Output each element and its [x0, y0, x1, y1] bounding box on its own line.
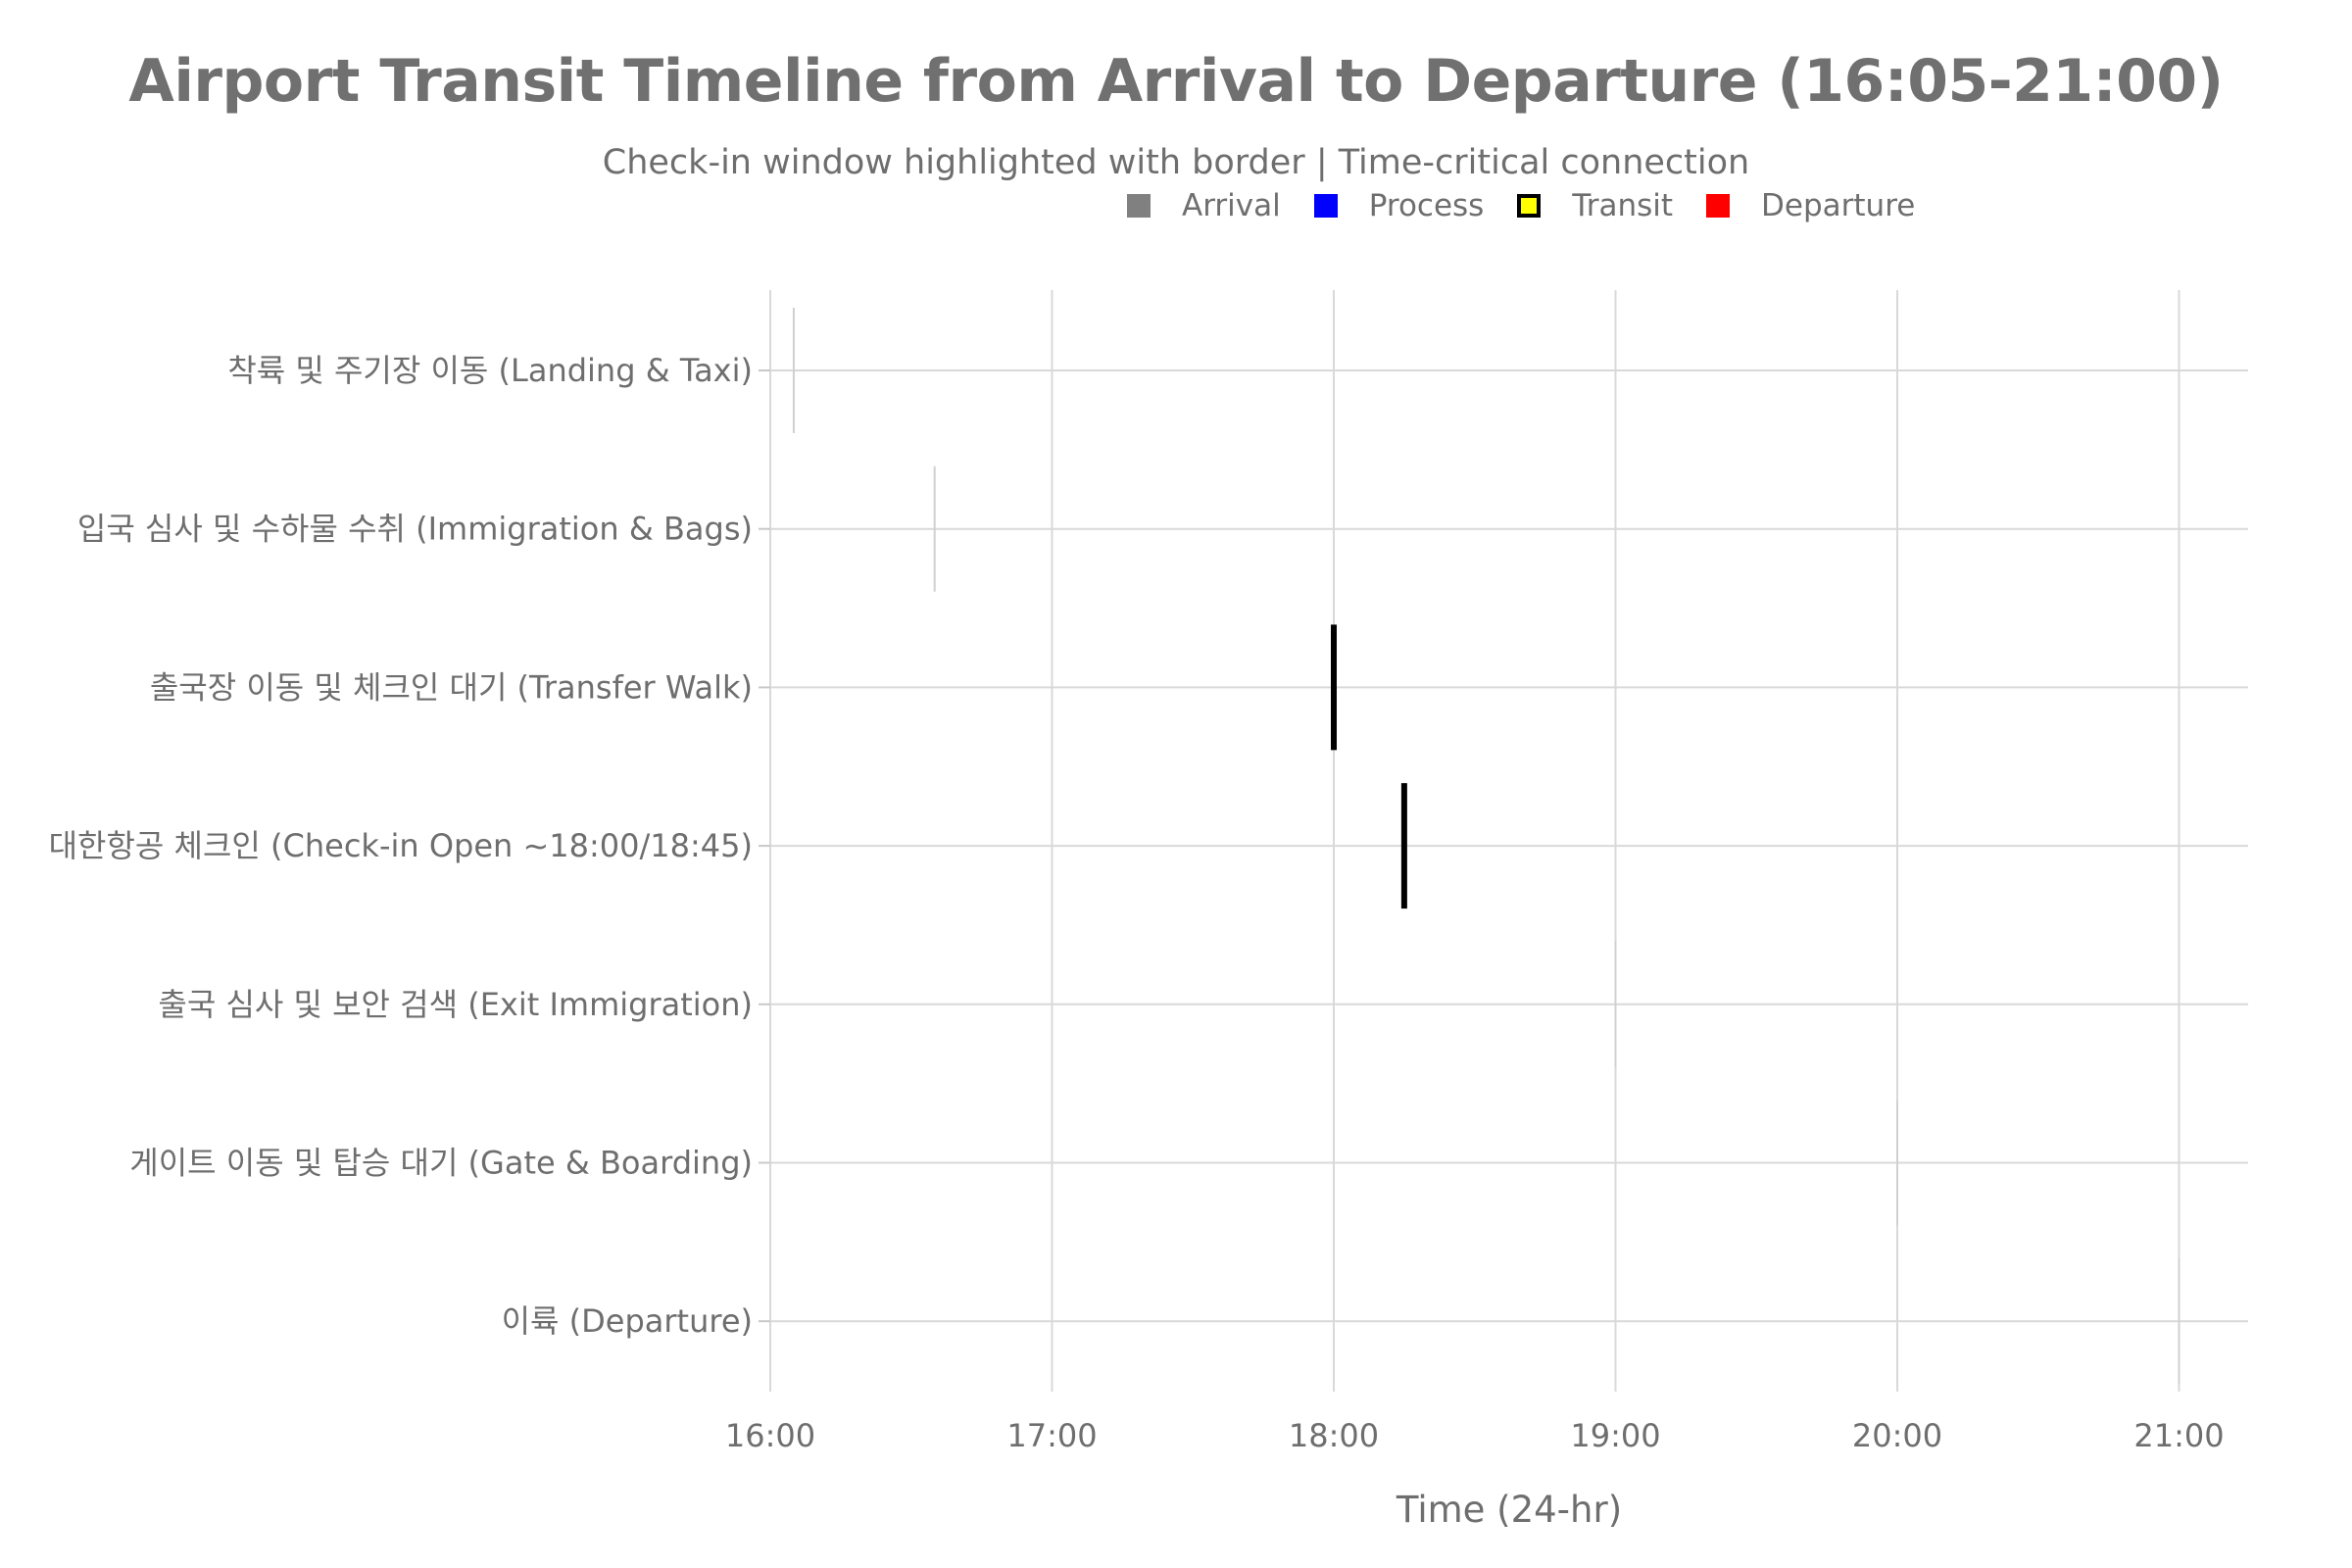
legend-item-process: Process	[1313, 188, 1485, 223]
x-tick-label: 20:00	[1852, 1417, 1942, 1454]
x-tick-label: 17:00	[1006, 1417, 1097, 1454]
task-label: 출국장 이동 및 체크인 대기 (Transfer Walk)	[150, 668, 753, 706]
task-label: 출국 심사 및 보안 검색 (Exit Immigration)	[158, 986, 753, 1023]
chart-title: Airport Transit Timeline from Arrival to…	[128, 47, 2224, 116]
grid-layer	[759, 290, 2248, 1392]
legend-item-departure: Departure	[1706, 188, 1915, 223]
x-tick-label: 18:00	[1289, 1417, 1379, 1454]
task-label-layer: 착륙 및 주기장 이동 (Landing & Taxi) 입국 심사 및 수하물 …	[49, 352, 753, 1340]
legend-item-transit: Transit	[1517, 188, 1673, 223]
chart-subtitle: Check-in window highlighted with border …	[602, 143, 1750, 182]
task-label: 게이트 이동 및 탑승 대기 (Gate & Boarding)	[129, 1145, 753, 1182]
x-tick-label: 21:00	[2133, 1417, 2224, 1454]
legend-item-arrival: Arrival	[1127, 188, 1281, 223]
x-axis-label: Time (24-hr)	[1396, 1489, 1622, 1531]
x-tick-layer: 16:00 17:00 18:00 19:00 20:00 21:00	[725, 1417, 2225, 1454]
x-tick-label: 19:00	[1570, 1417, 1660, 1454]
legend-swatch-departure	[1706, 194, 1731, 218]
legend-swatch-process	[1313, 194, 1338, 218]
task-mark-layer	[792, 308, 2180, 1385]
legend-swatch-transit	[1517, 194, 1542, 218]
x-tick-label: 16:00	[725, 1417, 815, 1454]
legend-label-process: Process	[1368, 188, 1485, 223]
legend-label-arrival: Arrival	[1182, 188, 1281, 223]
task-label: 대한항공 체크인 (Check-in Open ~18:00/18:45)	[49, 827, 753, 864]
task-label: 입국 심사 및 수하물 수취 (Immigration & Bags)	[77, 511, 753, 548]
legend-swatch-arrival	[1127, 194, 1151, 218]
task-label: 착륙 및 주기장 이동 (Landing & Taxi)	[227, 352, 753, 389]
legend-label-transit: Transit	[1572, 188, 1674, 223]
legend-label-departure: Departure	[1761, 188, 1916, 223]
task-label: 이륙 (Departure)	[502, 1302, 753, 1340]
legend: Arrival Process Transit Departure	[1127, 186, 1948, 225]
